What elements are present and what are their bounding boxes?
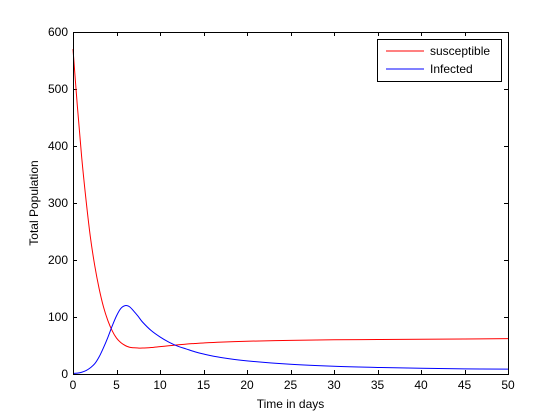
plot-area-frame: [73, 32, 509, 375]
y-tick-label: 400: [48, 139, 68, 153]
y-tick-label: 0: [61, 367, 68, 381]
legend: susceptible Infected: [377, 39, 502, 82]
x-tick-label: 30: [327, 378, 341, 392]
y-axis-label: Total Population: [27, 160, 41, 245]
y-tick-label: 300: [48, 196, 68, 210]
x-tick-label: 40: [414, 378, 428, 392]
series-line-infected: [72, 305, 509, 374]
x-tick-label: 10: [153, 378, 167, 392]
legend-label-susceptible: susceptible: [430, 44, 490, 58]
y-tick-label: 600: [48, 25, 68, 39]
legend-label-infected: Infected: [430, 62, 473, 76]
y-tick-label: 100: [48, 310, 68, 324]
x-tick-label: 45: [458, 378, 472, 392]
series-line-susceptible: [72, 49, 509, 349]
lines-layer: [72, 49, 509, 374]
x-tick-label: 5: [113, 378, 120, 392]
y-tick-label: 500: [48, 82, 68, 96]
x-tick-label: 0: [70, 378, 77, 392]
x-tick-label: 20: [240, 378, 254, 392]
x-tick-label: 35: [371, 378, 385, 392]
x-tick-label: 50: [501, 378, 515, 392]
x-tick-label: 15: [197, 378, 211, 392]
ticks-layer: [73, 32, 509, 375]
x-axis-label: Time in days: [257, 397, 325, 411]
legend-box: [377, 39, 502, 82]
x-tick-label: 25: [284, 378, 298, 392]
y-tick-label: 200: [48, 253, 68, 267]
